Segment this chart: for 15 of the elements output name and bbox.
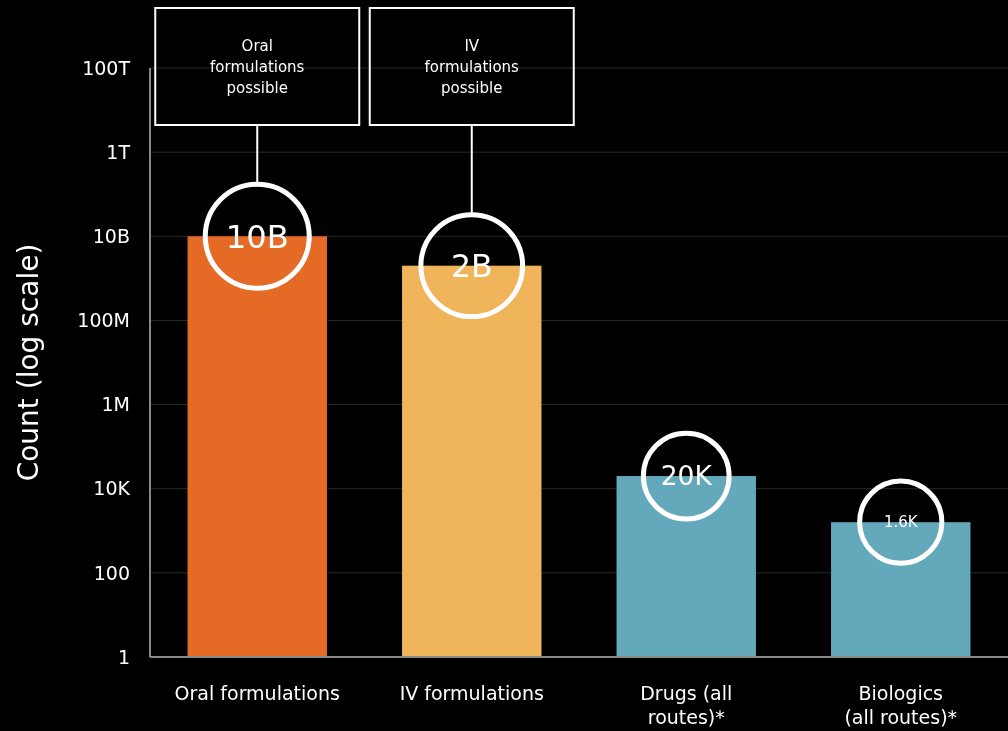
y-tick-label: 1T bbox=[106, 140, 131, 163]
y-axis-title: Count (log scale) bbox=[12, 243, 45, 482]
annotation: IV formulations possible bbox=[424, 36, 520, 97]
y-tick-label: 10K bbox=[93, 477, 131, 500]
x-tick-label: Oral formulations bbox=[174, 682, 340, 704]
y-tick-label: 1M bbox=[101, 393, 130, 416]
x-tick-label: IV formulations bbox=[399, 682, 544, 704]
y-tick-label: 100 bbox=[93, 561, 130, 584]
x-tick-label: Biologics (all routes)* bbox=[844, 682, 958, 728]
y-tick-label: 10B bbox=[92, 224, 130, 247]
annotation: Oral formulations possible bbox=[210, 36, 305, 97]
x-tick-label: Drugs (all routes)* bbox=[640, 682, 733, 728]
y-tick-label: 1 bbox=[117, 645, 130, 668]
y-tick-label: 100M bbox=[77, 309, 130, 332]
y-tick-label: 100T bbox=[82, 56, 131, 79]
